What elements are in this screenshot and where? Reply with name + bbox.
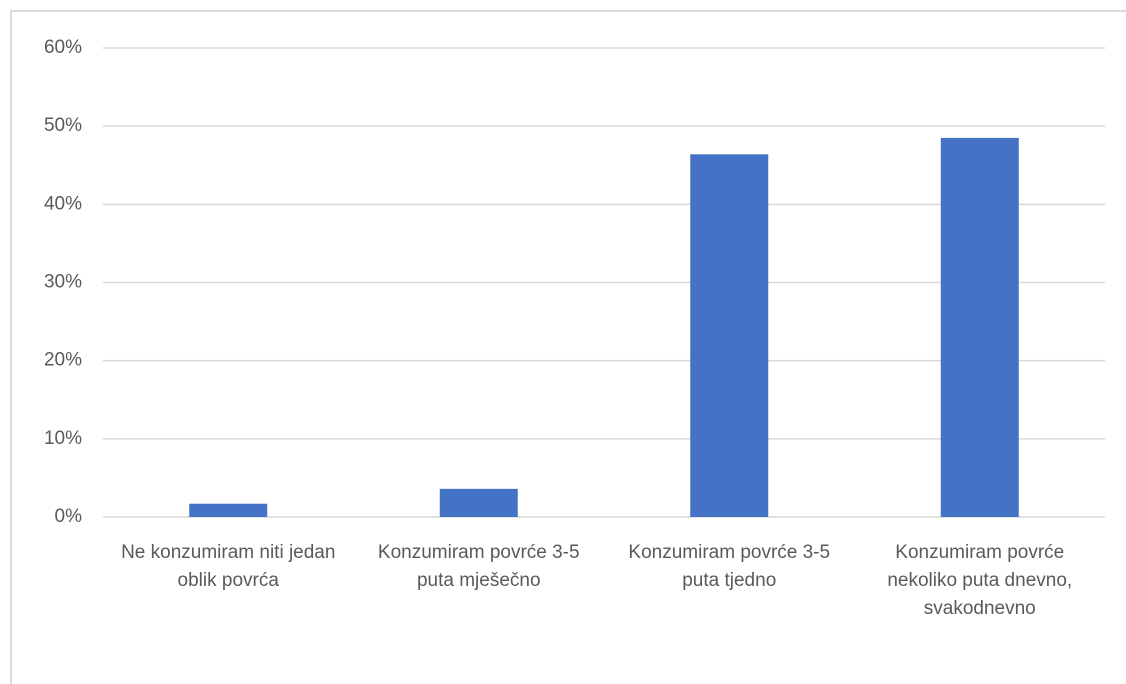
y-tick-label: 10%	[44, 428, 82, 449]
x-tick-label: Ne konzumiram niti jedan oblik povrća	[121, 542, 336, 591]
bar	[189, 503, 268, 517]
x-tick-label: Konzumiram povrće 3-5 puta tjedno	[628, 542, 831, 591]
bar	[439, 488, 518, 517]
bar	[690, 154, 769, 517]
y-tick-label: 30%	[44, 272, 82, 293]
y-tick-label: 20%	[44, 350, 82, 371]
y-tick-label: 50%	[44, 115, 82, 136]
x-tick-label: Konzumiram povrće nekoliko puta dnevno, …	[887, 542, 1073, 619]
y-tick-label: 0%	[55, 506, 83, 527]
x-tick-label: Konzumiram povrće 3-5 puta mješečno	[377, 542, 580, 591]
y-tick-label: 40%	[44, 193, 82, 214]
y-tick-label: 60%	[44, 37, 82, 58]
chart-frame	[10, 10, 1126, 684]
bar	[940, 137, 1019, 517]
